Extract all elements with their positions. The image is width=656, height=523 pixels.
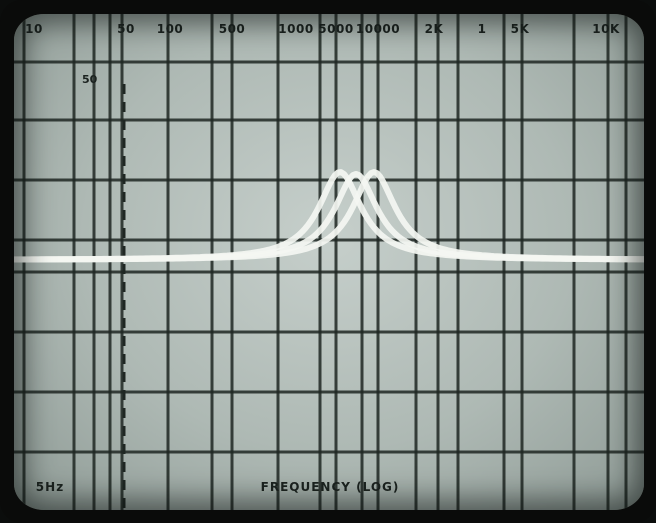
top-scale-label: 50 (117, 22, 135, 36)
bottom-left-label: 5Hz (35, 480, 65, 494)
top-scale-label: 1 (477, 22, 487, 36)
top-scale-label: 10 (25, 22, 43, 36)
top-scale-label: 5K (510, 22, 530, 36)
resonance-trace (14, 169, 644, 263)
top-scale-label: 2K (424, 22, 444, 36)
top-scale-label: 10K (592, 22, 620, 36)
top-scale-label: 500 (218, 22, 246, 36)
marker-label: 50 (82, 73, 98, 86)
top-scale-label: 100 (156, 22, 184, 36)
bottom-axis-label: FREQUENCY (LOG) (260, 480, 400, 494)
top-scale-label: 1000 (278, 22, 314, 36)
top-scale-label: 10000 (355, 22, 401, 36)
scope-graticule-and-traces (14, 14, 644, 510)
top-scale-label: 5000 (318, 22, 354, 36)
oscilloscope-screen (14, 14, 644, 510)
